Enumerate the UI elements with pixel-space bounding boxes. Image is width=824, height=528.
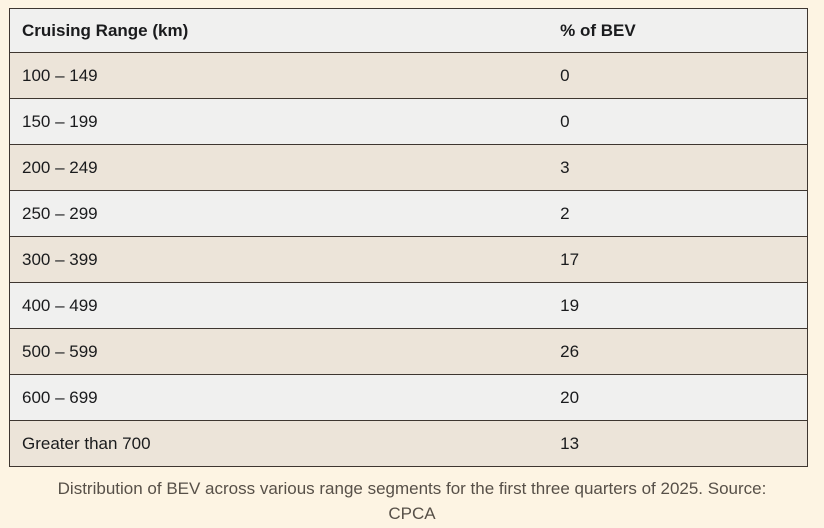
- range-cell: 600 – 699: [9, 374, 549, 421]
- range-cell: 400 – 499: [9, 282, 549, 329]
- range-cell: 150 – 199: [9, 98, 549, 145]
- table-row: 100 – 149 0: [9, 52, 808, 99]
- table-row: Greater than 700 13: [9, 420, 808, 467]
- table-row: 150 – 199 0: [9, 98, 808, 145]
- pct-cell: 3: [548, 144, 808, 191]
- range-cell: 300 – 399: [9, 236, 549, 283]
- pct-cell: 17: [548, 236, 808, 283]
- pct-cell: 0: [548, 98, 808, 145]
- column-header-cruising-range: Cruising Range (km): [9, 8, 549, 53]
- caption-line-1: Distribution of BEV across various range…: [57, 479, 767, 498]
- range-cell: 250 – 299: [9, 190, 549, 237]
- pct-cell: 20: [548, 374, 808, 421]
- bev-range-table: Cruising Range (km) % of BEV 100 – 149 0…: [9, 8, 808, 467]
- table-caption: Distribution of BEV across various range…: [0, 476, 824, 526]
- pct-cell: 26: [548, 328, 808, 375]
- table-row: 250 – 299 2: [9, 190, 808, 237]
- table-row: 400 – 499 19: [9, 282, 808, 329]
- table-row: 600 – 699 20: [9, 374, 808, 421]
- range-cell: 100 – 149: [9, 52, 549, 99]
- range-cell: 200 – 249: [9, 144, 549, 191]
- range-cell: Greater than 700: [9, 420, 549, 467]
- pct-cell: 13: [548, 420, 808, 467]
- caption-line-2: CPCA: [388, 504, 436, 523]
- table-row: 200 – 249 3: [9, 144, 808, 191]
- pct-cell: 19: [548, 282, 808, 329]
- column-header-pct-of-bev: % of BEV: [548, 8, 808, 53]
- table-row: 300 – 399 17: [9, 236, 808, 283]
- table-header-row: Cruising Range (km) % of BEV: [9, 8, 808, 53]
- pct-cell: 0: [548, 52, 808, 99]
- range-cell: 500 – 599: [9, 328, 549, 375]
- pct-cell: 2: [548, 190, 808, 237]
- table-row: 500 – 599 26: [9, 328, 808, 375]
